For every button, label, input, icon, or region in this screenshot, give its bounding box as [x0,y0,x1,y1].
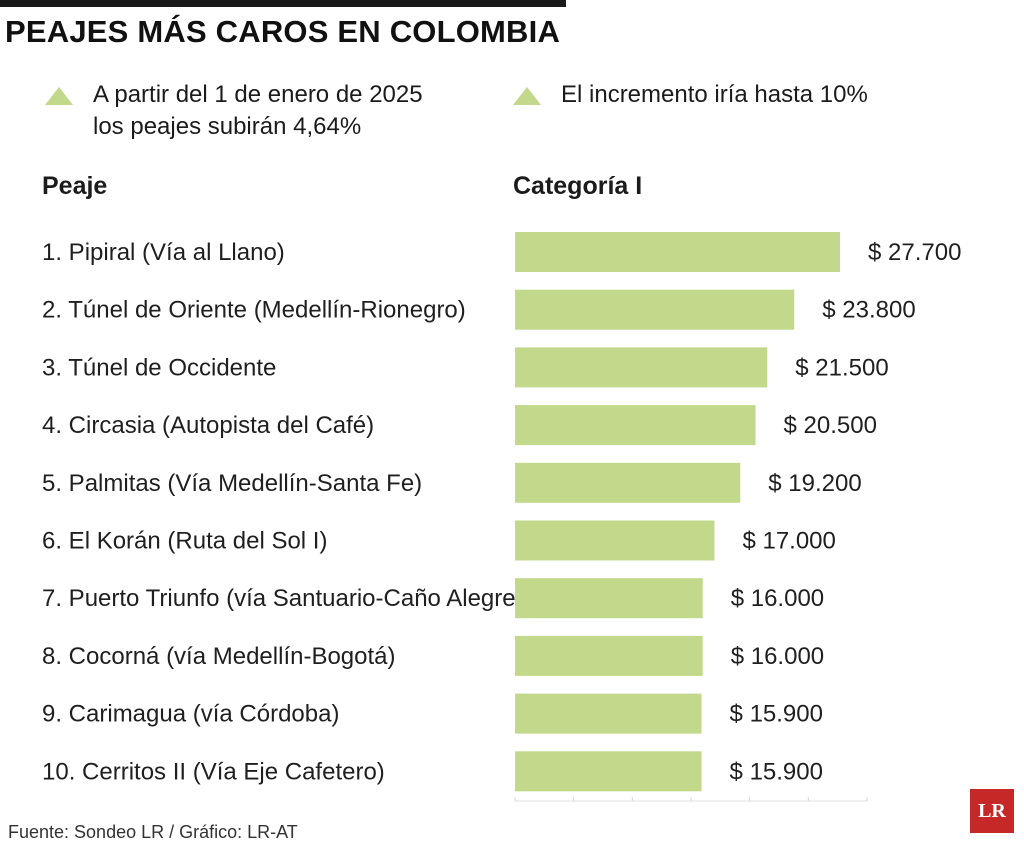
chart-title: PEAJES MÁS CAROS EN COLOMBIA [5,14,561,49]
value-label: $ 15.900 [730,758,823,785]
bar [515,578,703,619]
category-label: 3. Túnel de Occidente [42,354,276,381]
bar [515,289,795,330]
value-label: $ 19.200 [768,470,861,497]
category-label: 2. Túnel de Oriente (Medellín-Rionegro) [42,297,466,324]
category-label: 4. Circasia (Autopista del Café) [42,412,374,439]
category-label: 5. Palmitas (Vía Medellín-Santa Fe) [42,470,422,497]
triangle-bullet-icon [513,87,541,105]
category-label: 8. Cocorná (vía Medellín-Bogotá) [42,643,396,670]
note-text: El incremento iría hasta 10% [561,81,868,108]
column-header-categoria: Categoría I [513,172,643,200]
bar [515,347,768,388]
lr-logo: LR [970,789,1014,833]
value-label: $ 17.000 [742,528,835,555]
note-max-increase: El incremento iría hasta 10% [513,79,868,111]
value-label: $ 27.700 [868,239,961,266]
category-label: 6. El Korán (Ruta del Sol I) [42,528,327,555]
bar [515,635,703,676]
bar [515,405,756,446]
source-note: Fuente: Sondeo LR / Gráfico: LR-AT [8,822,298,842]
value-label: $ 16.000 [731,585,824,612]
category-label: 7. Puerto Triunfo (vía Santuario-Caño Al… [42,585,524,612]
bar [515,232,841,272]
value-label: $ 16.000 [731,643,824,670]
bar [515,520,715,561]
bar [515,693,702,734]
value-label: $ 23.800 [822,297,915,324]
note-increase-2025: A partir del 1 de enero de 2025 los peaj… [45,79,423,143]
value-label: $ 21.500 [795,354,888,381]
category-label: 9. Carimagua (vía Córdoba) [42,701,339,728]
category-label: 10. Cerritos II (Vía Eje Cafetero) [42,758,385,785]
bar-chart: 1. Pipiral (Vía al Llano) $ 27.700 2. Túne… [42,232,961,802]
category-label: 1. Pipiral (Vía al Llano) [42,239,285,266]
title-rule [0,0,566,7]
bar [515,462,741,503]
note-text: A partir del 1 de enero de 2025 los peaj… [93,81,423,140]
triangle-bullet-icon [45,87,73,105]
value-label: $ 20.500 [784,412,877,439]
value-label: $ 15.900 [730,701,823,728]
column-header-peaje: Peaje [42,172,108,200]
bar [515,751,702,792]
